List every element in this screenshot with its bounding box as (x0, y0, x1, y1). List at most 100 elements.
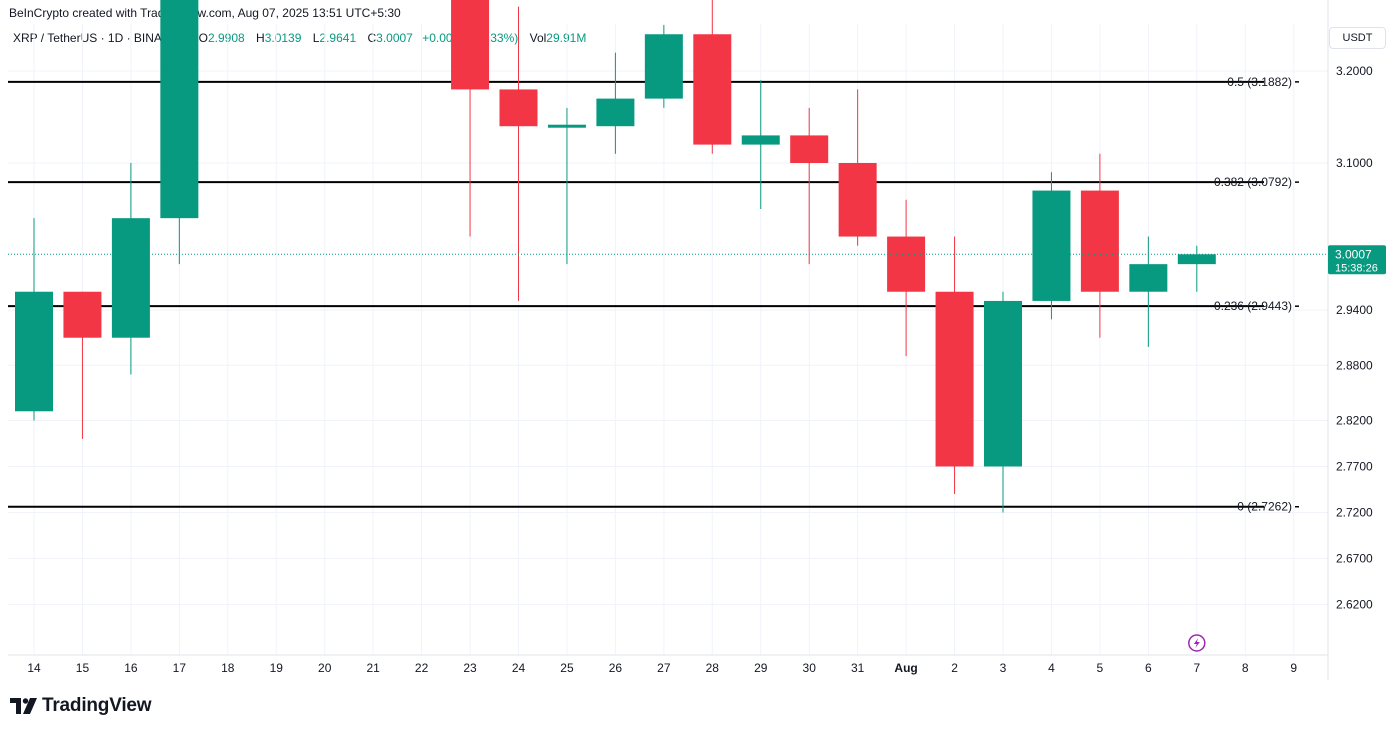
lightning-icon-bolt (1193, 638, 1200, 648)
time-tick-label: 16 (124, 661, 138, 675)
candle-body (1129, 264, 1168, 292)
candle-body (1177, 254, 1216, 265)
time-tick-label: 4 (1048, 661, 1055, 675)
last-price-countdown: 15:38:26 (1335, 262, 1378, 274)
candle (1080, 153, 1119, 338)
candle-body (935, 291, 974, 467)
close-value: 3.0007 (376, 31, 413, 45)
candle (15, 218, 53, 421)
fib-levels: 1 (3.6503)0.786 (3.4525)0.618 (3.2973)0.… (8, 75, 1299, 514)
time-tick-label: 7 (1193, 661, 1200, 675)
time-tick-label: 21 (366, 661, 380, 675)
volume-label: Vol (529, 31, 547, 45)
high-value: 3.0139 (264, 31, 302, 45)
candle (838, 89, 877, 246)
time-tick-label: 19 (270, 661, 284, 675)
time-tick-label: 2 (951, 661, 958, 675)
candle-body (887, 236, 926, 292)
candle-body (15, 291, 53, 412)
tradingview-logo-icon (10, 698, 37, 714)
candle-body (547, 124, 586, 128)
low-label: L (312, 31, 320, 45)
candle-body (984, 300, 1022, 467)
currency-button[interactable]: USDT (1329, 27, 1386, 49)
time-tick-label: 20 (318, 661, 332, 675)
price-tick-label: 3.2000 (1336, 64, 1373, 78)
price-tick-label: 2.9400 (1336, 303, 1373, 317)
candle (693, 0, 732, 154)
last-price-label: 3.0007 (1335, 247, 1372, 261)
candle (499, 6, 538, 301)
low-value: 2.9641 (319, 31, 357, 45)
candle-body (1080, 190, 1119, 292)
open-label: O (198, 31, 208, 45)
time-tick-label: Aug (894, 661, 917, 675)
fib-level-label: 0.5 (3.1882) (1227, 75, 1292, 89)
time-tick-label: 14 (27, 661, 41, 675)
brand-name: TradingView (42, 695, 152, 716)
open-value: 2.9908 (207, 31, 245, 45)
candle-body (790, 135, 829, 163)
symbol-legend: XRP / TetherUS · 1D · BINANCE O2.9908 H3… (13, 31, 586, 45)
lightning-icon[interactable] (1188, 634, 1206, 652)
candle-body (451, 0, 490, 90)
candle-body (160, 0, 199, 219)
candle (63, 291, 102, 439)
time-tick-label: 29 (754, 661, 768, 675)
candle-body (111, 218, 150, 338)
price-axis[interactable]: 3.80003.70003.60003.50003.40003.30003.20… (1336, 0, 1373, 611)
candle-body (596, 98, 635, 127)
candle (1177, 245, 1216, 292)
price-tick-label: 2.8800 (1336, 358, 1373, 372)
candle-body (644, 34, 683, 99)
fib-level-label: 0.382 (3.0792) (1214, 175, 1292, 189)
time-tick-label: 3 (1000, 661, 1007, 675)
candle (935, 236, 974, 495)
candle (887, 199, 926, 357)
time-tick-label: 24 (512, 661, 526, 675)
candle-body (838, 162, 877, 237)
candle (596, 52, 635, 154)
candle (644, 25, 683, 108)
candle (547, 107, 586, 265)
time-tick-label: 27 (657, 661, 671, 675)
tradingview-brand[interactable]: TradingView (10, 695, 152, 717)
time-tick-label: 8 (1242, 661, 1249, 675)
candle (111, 162, 150, 375)
volume-value: 29.91M (546, 31, 587, 45)
candle-body (741, 135, 780, 145)
time-tick-label: 28 (706, 661, 720, 675)
time-tick-label: 30 (803, 661, 817, 675)
time-tick-label: 6 (1145, 661, 1152, 675)
candle (160, 0, 199, 265)
candle-body (499, 89, 538, 127)
last-price-badge (1328, 245, 1386, 275)
time-tick-label: 31 (851, 661, 865, 675)
close-label: C (367, 31, 377, 45)
time-tick-label: 25 (560, 661, 574, 675)
time-tick-label: 15 (76, 661, 90, 675)
fib-level-label: 0 (2.7262) (1237, 500, 1292, 514)
grid (8, 0, 1329, 680)
symbol-name[interactable]: XRP / TetherUS · 1D · BINANCE (13, 31, 188, 45)
time-tick-label: 9 (1290, 661, 1297, 675)
time-tick-label: 17 (173, 661, 187, 675)
time-tick-label: 5 (1097, 661, 1104, 675)
candle-body (63, 291, 102, 338)
candle (984, 291, 1022, 513)
fib-level-label: 0.236 (2.9443) (1214, 299, 1292, 313)
high-label: H (256, 31, 265, 45)
candles (15, 0, 1216, 513)
time-tick-label: 18 (221, 661, 235, 675)
candle-body (693, 34, 732, 145)
candle (1032, 172, 1071, 320)
time-tick-label: 23 (463, 661, 477, 675)
time-axis[interactable]: 14 15 16 17 18 19 20 21 22 23 24 25 26 27 28 29 30 31 Aug 2… (27, 661, 1297, 675)
time-tick-label: 26 (609, 661, 623, 675)
candle (451, 0, 490, 237)
price-tick-label: 2.7700 (1336, 459, 1373, 473)
candle (790, 107, 829, 265)
price-tick-label: 2.7200 (1336, 505, 1373, 519)
